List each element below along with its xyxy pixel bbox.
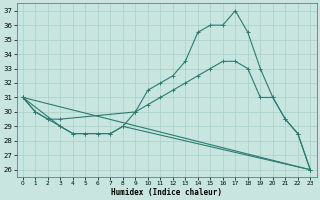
- X-axis label: Humidex (Indice chaleur): Humidex (Indice chaleur): [111, 188, 222, 197]
